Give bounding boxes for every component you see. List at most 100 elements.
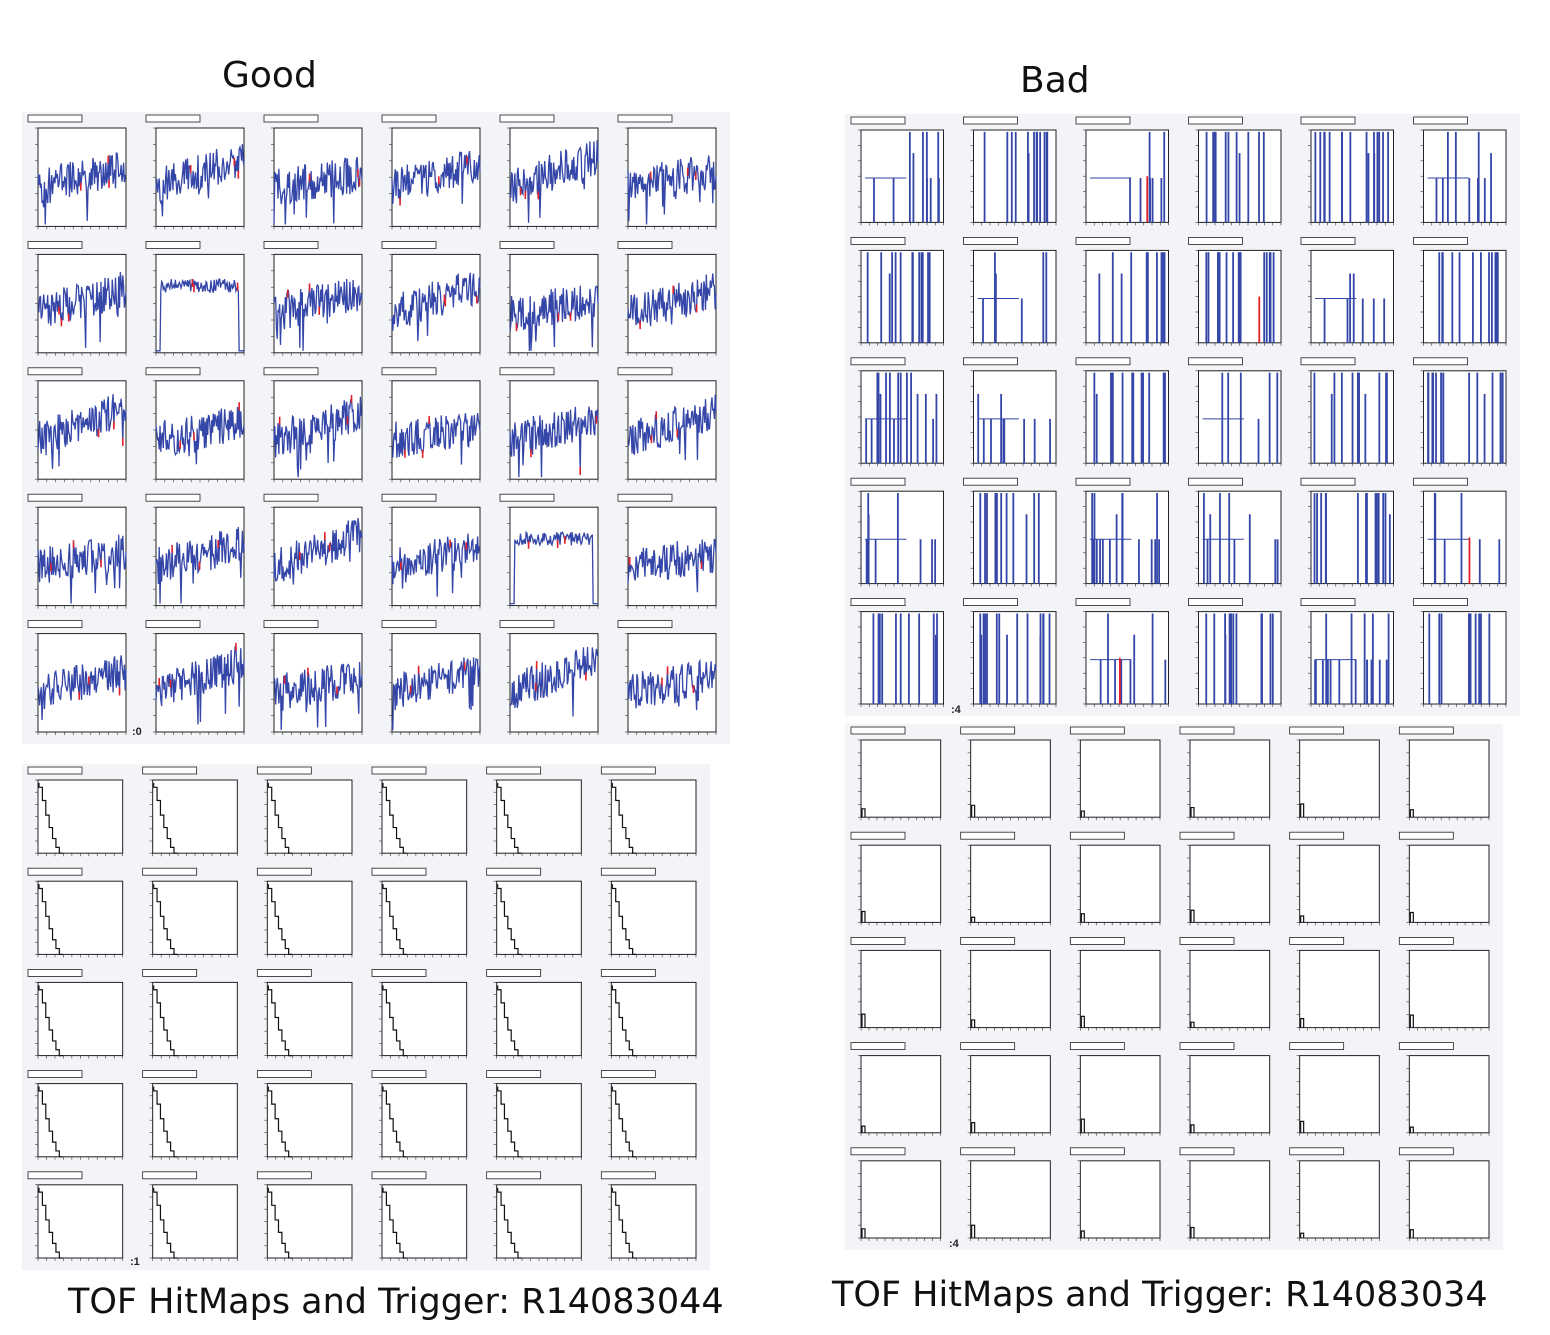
pad-frame bbox=[155, 380, 245, 480]
pad-frame bbox=[860, 844, 942, 923]
bad-trigger-grid bbox=[850, 726, 1490, 1241]
pad-frame bbox=[152, 779, 238, 854]
trigger-histogram bbox=[38, 1187, 63, 1259]
pad-title-box bbox=[27, 114, 83, 123]
pad-frame bbox=[1189, 844, 1271, 923]
pad-frame bbox=[1299, 949, 1380, 1029]
pad bbox=[1075, 477, 1169, 587]
pad-frame bbox=[381, 1083, 468, 1158]
pad-title-box bbox=[1179, 1147, 1235, 1156]
trigger-histogram bbox=[1190, 1226, 1195, 1238]
pad bbox=[1179, 936, 1271, 1031]
bad-hitmap-panel: :4 bbox=[845, 114, 1520, 716]
pad bbox=[617, 367, 717, 483]
good-heading: Good bbox=[222, 55, 317, 96]
pad bbox=[263, 114, 363, 230]
pad-frame bbox=[509, 506, 599, 607]
trigger-histogram bbox=[1190, 1124, 1195, 1133]
pad bbox=[1069, 1147, 1161, 1241]
pad-frame bbox=[266, 880, 353, 955]
pad bbox=[960, 936, 1051, 1031]
pad-title-box bbox=[1398, 1147, 1454, 1156]
pad-title-box bbox=[27, 367, 83, 376]
pad-title-box bbox=[145, 620, 201, 629]
pad-frame bbox=[970, 739, 1051, 818]
pad-frame bbox=[860, 490, 944, 585]
good-caption: TOF HitMaps and Trigger: R14083044 bbox=[68, 1282, 724, 1322]
pad-title-box bbox=[1069, 936, 1125, 945]
trigger-histogram bbox=[267, 782, 293, 854]
pad-title-box bbox=[960, 1042, 1016, 1051]
trigger-histogram bbox=[1409, 1126, 1414, 1133]
pad-frame bbox=[1299, 1160, 1380, 1239]
pad-title-box bbox=[1289, 1042, 1345, 1051]
pad bbox=[142, 968, 238, 1059]
pad-frame bbox=[1299, 1055, 1380, 1134]
pad-title-box bbox=[499, 240, 555, 249]
canvas-index-mark: :1 bbox=[130, 1256, 140, 1268]
pad-title-box bbox=[499, 493, 555, 502]
hitmap-series bbox=[37, 655, 127, 721]
pad-title-box bbox=[27, 620, 83, 629]
hitmap-series bbox=[273, 278, 363, 351]
pad bbox=[960, 1042, 1051, 1136]
pad-frame bbox=[1079, 844, 1161, 923]
pad-frame bbox=[610, 1083, 697, 1158]
pad-title-box bbox=[600, 1171, 656, 1180]
pad bbox=[371, 766, 468, 857]
pad-title-box bbox=[256, 867, 312, 876]
hitmap-series bbox=[155, 406, 245, 465]
pad-title-box bbox=[960, 831, 1016, 840]
pad bbox=[1289, 1042, 1380, 1136]
pad bbox=[850, 1147, 942, 1241]
trigger-histogram bbox=[861, 1228, 866, 1238]
pad-frame bbox=[973, 249, 1057, 344]
trigger-histogram bbox=[971, 1224, 976, 1238]
pad bbox=[145, 114, 245, 230]
pad-title-box bbox=[263, 620, 319, 629]
pad bbox=[381, 493, 481, 609]
pad-frame bbox=[152, 1083, 238, 1158]
pad-title-box bbox=[1179, 831, 1235, 840]
pad-title-box bbox=[1413, 237, 1468, 245]
pad-frame bbox=[610, 981, 697, 1057]
pad-frame bbox=[1189, 1055, 1271, 1134]
pad-frame bbox=[610, 880, 697, 955]
pad-title-box bbox=[1398, 831, 1454, 840]
pad bbox=[145, 620, 245, 735]
canvas-index-mark: :4 bbox=[949, 1238, 959, 1250]
pad-title-box bbox=[499, 114, 555, 123]
pad-title-box bbox=[142, 867, 198, 876]
pad bbox=[486, 1070, 582, 1160]
pad-frame bbox=[1079, 949, 1161, 1029]
pad bbox=[1398, 831, 1490, 926]
pad bbox=[27, 1070, 124, 1160]
pad-title-box bbox=[1179, 936, 1235, 945]
pad-frame bbox=[496, 1184, 582, 1259]
pad bbox=[27, 114, 127, 230]
pad-title-box bbox=[850, 831, 906, 840]
trigger-histogram bbox=[267, 1086, 293, 1158]
pad bbox=[1413, 237, 1507, 346]
pad bbox=[27, 1171, 124, 1261]
hitmap-series bbox=[391, 412, 481, 465]
pad-title-box bbox=[1179, 1042, 1235, 1051]
pad bbox=[1179, 726, 1271, 821]
pad-title-box bbox=[1300, 237, 1356, 245]
trigger-histogram bbox=[1080, 810, 1085, 818]
pad-title-box bbox=[263, 114, 319, 123]
pad bbox=[27, 968, 124, 1059]
pad bbox=[1398, 1042, 1490, 1136]
pad-title-box bbox=[850, 357, 906, 366]
trigger-histogram bbox=[153, 1086, 178, 1158]
trigger-histogram bbox=[1190, 806, 1195, 818]
pad bbox=[27, 240, 127, 356]
pad-title-box bbox=[600, 968, 656, 977]
pad-title-box bbox=[1398, 1042, 1454, 1051]
pad-frame bbox=[860, 949, 942, 1029]
trigger-histogram bbox=[611, 1187, 637, 1259]
pad-frame bbox=[1310, 249, 1394, 344]
pad-title-box bbox=[1069, 1147, 1125, 1156]
hitmap-series bbox=[627, 273, 717, 327]
pad-title-box bbox=[850, 116, 906, 125]
